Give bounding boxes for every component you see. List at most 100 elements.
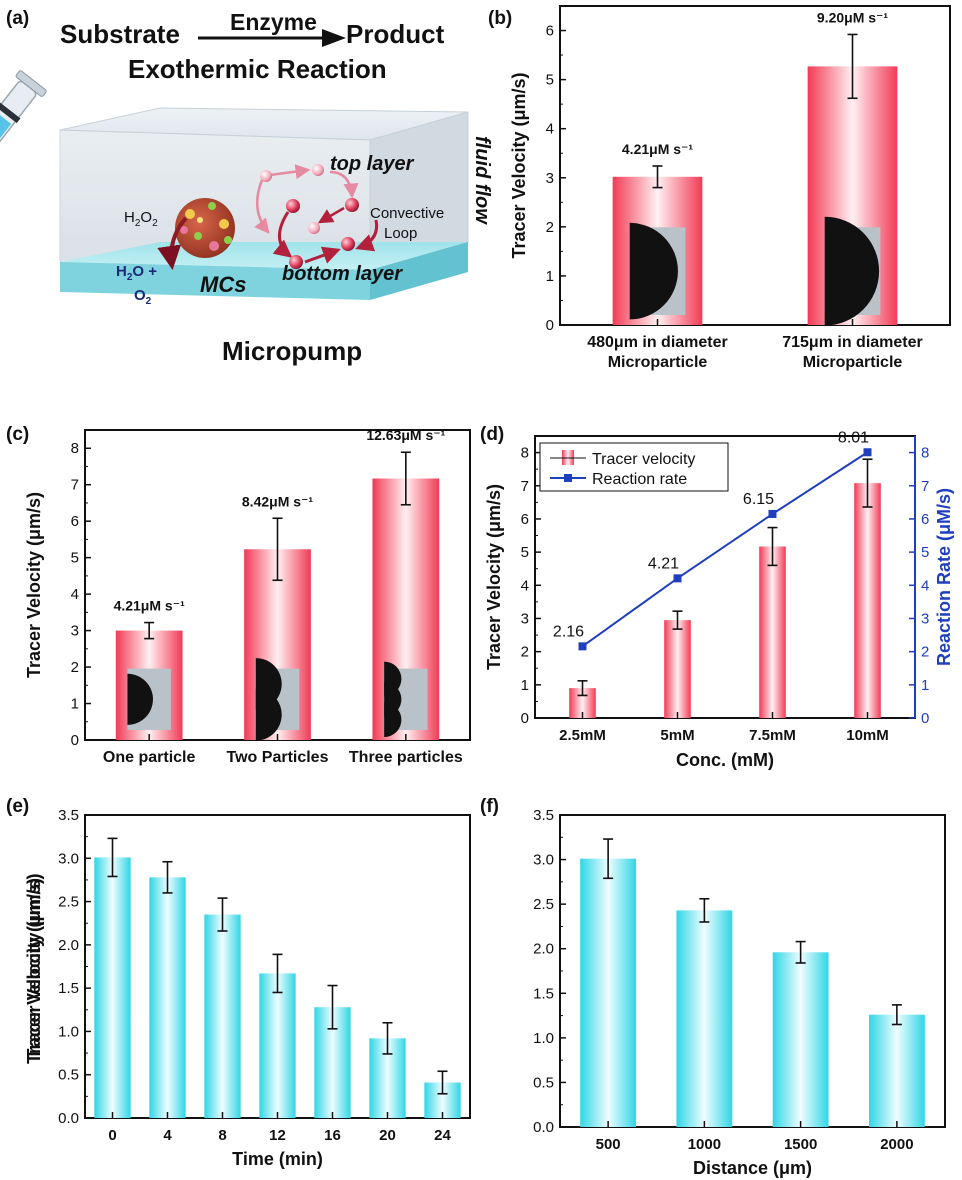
y-tick-label: 0.5 (533, 1074, 554, 1091)
y2-tick-label: 3 (921, 610, 929, 627)
legend-label: Tracer velocity (592, 451, 695, 468)
y-tick-label: 3 (546, 170, 554, 187)
y-tick-label: 2 (71, 659, 79, 676)
y-tick-label: 2 (521, 644, 529, 661)
y-tick-label: 6 (521, 511, 529, 528)
water-front-face (60, 262, 370, 300)
y-tick-label: 6 (71, 513, 79, 530)
x-tick-label: 4 (163, 1127, 172, 1144)
x-tick-label: 12 (269, 1127, 286, 1144)
micropump-title: Micropump (222, 336, 362, 366)
y-tick-label: 2 (546, 219, 554, 236)
x-tick-label: 8 (218, 1127, 226, 1144)
chart-e: (e) 0.0 0.5 1.0 1.5 2.0 2.5 3.0 3.5 Tracer Veloci… (6, 796, 471, 1169)
bar (854, 483, 881, 718)
y2-tick-label: 5 (921, 544, 929, 561)
x-axis-label: Distance (μm) (693, 1158, 812, 1178)
legend-swatch-point (564, 474, 572, 482)
y-axis-label: Tracer Velocity (μm/s) (484, 484, 504, 670)
water-side-face (370, 242, 468, 300)
y2-tick-label: 1 (921, 677, 929, 694)
x-tick-label: 0 (108, 1127, 116, 1144)
reaction-curve-arrow (157, 216, 188, 270)
bar (259, 973, 296, 1118)
y-tick-label: 0 (546, 317, 554, 334)
y-tick-label: 8 (521, 445, 529, 462)
panel-letter: (b) (488, 8, 512, 29)
x-tick-label: Two Particles (227, 749, 329, 766)
y-tick-label: 2.0 (533, 941, 554, 958)
microscopy-inset (824, 216, 881, 326)
x-tick-label: 24 (434, 1127, 451, 1144)
x-tick-label: 480μm in diameter (587, 334, 728, 351)
rate-annotation: 12.63μM s⁻¹ (366, 427, 445, 443)
x-tick-label: 5mM (660, 727, 694, 744)
y-tick-label: 5 (71, 550, 79, 567)
y-tick-label: 5 (521, 544, 529, 561)
y-tick-label: 0.0 (58, 1110, 79, 1127)
top-layer-label: top layer (330, 153, 415, 175)
x-tick-label: One particle (103, 749, 196, 766)
h2o-label: H2O + (116, 263, 157, 283)
x-axis-label: Time (min) (232, 1149, 323, 1169)
chart-c: (c) 0 1 2 3 4 5 6 7 8 Tracer Velocity (μm/s) 4.21μM… (6, 424, 471, 766)
rate-annotation: 9.20μM s⁻¹ (817, 9, 889, 25)
x-tick-label: 715μm in diameter (782, 334, 923, 351)
y-tick-label: 8 (71, 440, 79, 457)
y-tick-label: 4 (546, 121, 554, 138)
y-tick-label: 1.0 (58, 1023, 79, 1040)
enzyme-label: Enzyme (230, 9, 317, 35)
y2-tick-label: 7 (921, 478, 929, 495)
rate-annotation: 8.42μM s⁻¹ (242, 493, 314, 509)
panel-letter: (d) (480, 424, 504, 445)
y2-tick-label: 4 (921, 577, 929, 594)
convective-loop (254, 164, 379, 269)
y-tick-label: 0.0 (533, 1119, 554, 1136)
y-tick-label: 6 (546, 23, 554, 40)
bottom-layer-label: bottom layer (282, 263, 403, 285)
y-tick-label: 1.5 (58, 980, 79, 997)
x-tick-label: 7.5mM (749, 727, 796, 744)
y-tick-label: 7 (521, 478, 529, 495)
panel-letter: (c) (6, 424, 29, 445)
y-tick-label: 0 (521, 710, 529, 727)
bar (868, 1014, 925, 1127)
reaction-rate-label: 2.16 (553, 623, 584, 640)
microscopy-inset (629, 222, 686, 320)
reaction-rate-point (673, 574, 682, 583)
x-tick-label: 500 (596, 1136, 621, 1153)
y-tick-label: 7 (71, 477, 79, 494)
product-label: Product (346, 19, 445, 49)
fluid-flow-label: fluid flow (471, 136, 493, 225)
rate-annotation: 4.21μM s⁻¹ (114, 598, 186, 614)
panel-letter: (e) (6, 796, 29, 817)
y-tick-label: 2.5 (58, 894, 79, 911)
y-tick-label: 3.5 (58, 807, 79, 824)
microscopy-inset (384, 661, 428, 738)
y-tick-label: 5 (546, 72, 554, 89)
h2o2-label: H2O2 (124, 209, 158, 229)
x-tick-label: 2.5mM (559, 727, 606, 744)
y-tick-label: 3.0 (58, 850, 79, 867)
reaction-rate-point (768, 509, 777, 518)
chart-d: (d) 0 1 2 3 4 5 6 7 8 Tracer Velocity (μm/s) 2.5mM 5… (480, 424, 954, 770)
y-axis-label: Tracer Velocity (μm/s) (24, 873, 44, 1059)
legend: Tracer velocity Reaction rate (539, 442, 729, 492)
x-tick-label: 1000 (688, 1136, 721, 1153)
y2-tick-label: 6 (921, 511, 929, 528)
y-axis-label: Tracer Velocity (μm/s) (24, 878, 44, 1064)
reaction-rate-point (578, 642, 587, 651)
reaction-rate-label: 6.15 (743, 491, 774, 508)
reaction-type-label: Exothermic Reaction (128, 54, 387, 84)
syringe-icon (0, 70, 47, 148)
x-tick-label: 2000 (880, 1136, 913, 1153)
bar (664, 620, 691, 718)
x-axis-label: Conc. (mM) (676, 750, 774, 770)
reaction-rate-label: 8.01 (838, 429, 869, 446)
y-tick-label: 4 (71, 586, 79, 603)
microscopy-inset (127, 668, 171, 730)
rate-annotation: 4.21μM s⁻¹ (622, 141, 694, 157)
x-tick-label: 10mM (846, 727, 889, 744)
